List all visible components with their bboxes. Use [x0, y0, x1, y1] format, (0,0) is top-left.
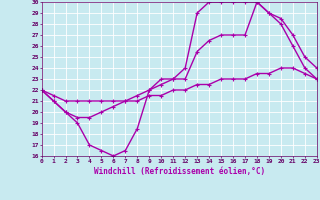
X-axis label: Windchill (Refroidissement éolien,°C): Windchill (Refroidissement éolien,°C)	[94, 167, 265, 176]
